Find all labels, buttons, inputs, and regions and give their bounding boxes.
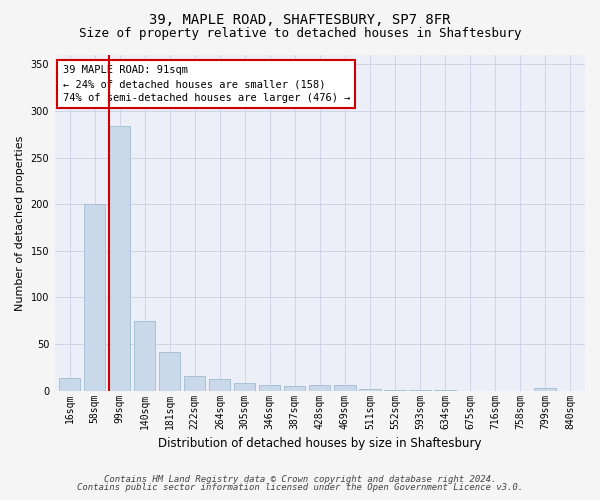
Bar [109, 126, 130, 390]
Bar [209, 380, 230, 390]
Text: Contains public sector information licensed under the Open Government Licence v3: Contains public sector information licen… [77, 484, 523, 492]
Bar [234, 383, 256, 390]
Bar [259, 385, 280, 390]
Bar [59, 378, 80, 390]
Bar [359, 389, 380, 390]
Y-axis label: Number of detached properties: Number of detached properties [15, 135, 25, 310]
Bar [159, 352, 181, 391]
Bar [134, 320, 155, 390]
Bar [184, 376, 205, 390]
Text: 39 MAPLE ROAD: 91sqm
← 24% of detached houses are smaller (158)
74% of semi-deta: 39 MAPLE ROAD: 91sqm ← 24% of detached h… [62, 65, 350, 103]
Bar [535, 388, 556, 390]
Bar [284, 386, 305, 390]
Bar [334, 385, 356, 390]
Bar [84, 204, 106, 390]
Bar [309, 385, 331, 390]
Text: Size of property relative to detached houses in Shaftesbury: Size of property relative to detached ho… [79, 28, 521, 40]
Text: Contains HM Land Registry data © Crown copyright and database right 2024.: Contains HM Land Registry data © Crown c… [104, 474, 496, 484]
X-axis label: Distribution of detached houses by size in Shaftesbury: Distribution of detached houses by size … [158, 437, 482, 450]
Text: 39, MAPLE ROAD, SHAFTESBURY, SP7 8FR: 39, MAPLE ROAD, SHAFTESBURY, SP7 8FR [149, 12, 451, 26]
